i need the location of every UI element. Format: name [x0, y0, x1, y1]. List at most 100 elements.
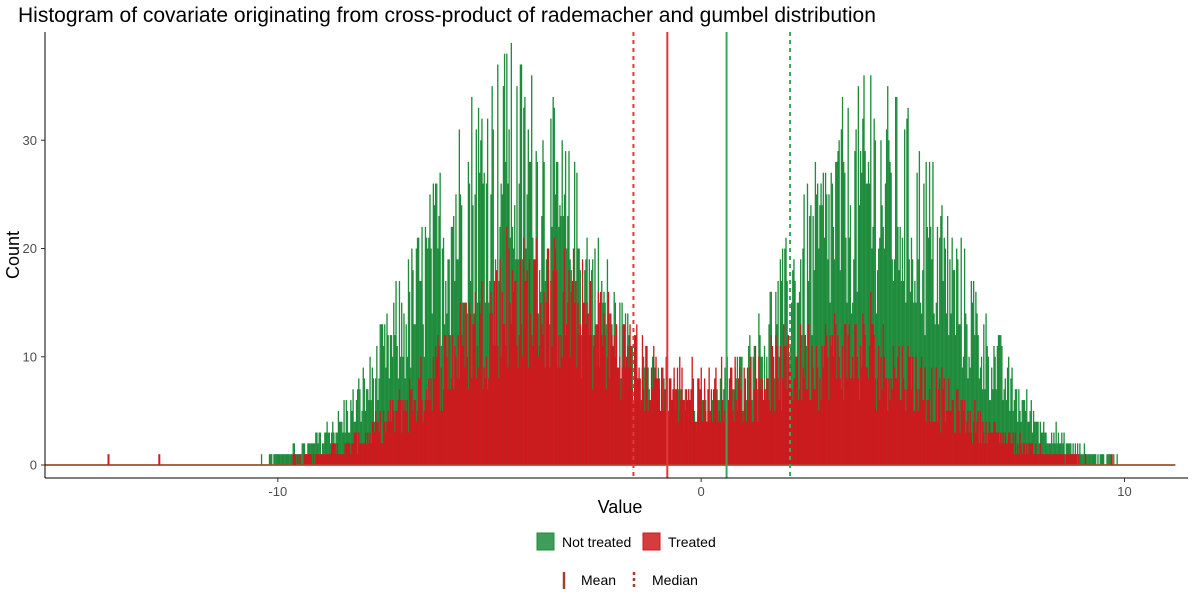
histogram-bar-not-treated: [1053, 432, 1055, 466]
histogram-bar-not-treated: [428, 237, 430, 466]
histogram-bar-treated: [328, 454, 331, 466]
histogram-bar-treated: [509, 302, 511, 466]
histogram-bar-treated: [942, 389, 944, 466]
histogram-bar-treated: [728, 378, 731, 466]
histogram-bar-not-treated: [485, 183, 488, 466]
histogram-bar-not-treated: [854, 151, 856, 466]
histogram-bar-treated: [356, 454, 359, 466]
histogram-bar-not-treated: [803, 194, 805, 466]
histogram-bar-treated: [907, 345, 909, 466]
histogram-bar-not-treated: [840, 129, 843, 466]
histogram-bar-not-treated: [361, 410, 363, 466]
histogram-bar-not-treated: [868, 183, 871, 466]
histogram-bar-not-treated: [1021, 400, 1023, 466]
histogram-bar-treated: [884, 378, 887, 466]
histogram-bar-treated: [801, 400, 803, 466]
histogram-bar-treated: [1031, 443, 1034, 466]
histogram-bar-treated: [398, 389, 401, 466]
histogram-bar-not-treated: [341, 421, 343, 466]
histogram-bar-not-treated: [278, 454, 281, 466]
histogram-bar-treated: [456, 378, 458, 466]
histogram-bar-treated: [656, 378, 658, 466]
histogram-bar-treated: [1013, 454, 1015, 466]
histogram-bar-not-treated: [883, 248, 886, 466]
histogram-bar-treated: [326, 454, 328, 466]
histogram-bar-not-treated: [576, 172, 578, 466]
histogram-bar-treated: [1084, 454, 1087, 466]
histogram-bar-treated: [918, 389, 921, 466]
histogram-bar-treated: [683, 400, 685, 466]
histogram-bar-not-treated: [491, 86, 493, 466]
histogram-bar-treated: [645, 345, 647, 466]
histogram-bar-treated: [482, 389, 484, 466]
histogram-bar-not-treated: [885, 129, 888, 466]
histogram-bar-treated: [933, 421, 935, 466]
histogram-bar-treated: [635, 335, 637, 466]
histogram-bar-treated: [451, 335, 454, 466]
histogram-bar-treated: [569, 356, 571, 466]
histogram-bar-not-treated: [301, 443, 303, 466]
histogram-bar-treated: [586, 302, 588, 466]
histogram-bar-treated: [351, 443, 353, 466]
histogram-bar-not-treated: [329, 443, 332, 466]
histogram-bar-treated: [646, 345, 648, 466]
histogram-bar-treated: [859, 345, 862, 466]
histogram-bar-treated: [885, 378, 888, 466]
outlier-bar-treated: [107, 454, 110, 466]
histogram-bar-not-treated: [324, 432, 326, 466]
histogram-bar-not-treated: [769, 291, 771, 466]
histogram-bar-treated: [562, 291, 565, 466]
histogram-bar-not-treated: [436, 183, 438, 466]
histogram-bar-treated: [518, 335, 520, 466]
histogram-bar-not-treated: [849, 205, 852, 466]
histogram-bar-treated: [1000, 432, 1002, 466]
histogram-bar-treated: [1011, 443, 1013, 466]
histogram-bar-not-treated: [861, 172, 863, 466]
histogram-bar-treated: [681, 367, 683, 466]
histogram-bar-not-treated: [1102, 454, 1105, 466]
histogram-bar-not-treated: [497, 64, 499, 466]
histogram-bar-treated: [507, 367, 509, 466]
histogram-bar-treated: [698, 378, 700, 466]
histogram-bar-treated: [812, 367, 814, 466]
histogram-bar-treated: [901, 345, 904, 466]
histogram-bar-treated: [631, 389, 633, 466]
histogram-bar-not-treated: [1030, 400, 1032, 466]
histogram-bar-treated: [840, 389, 843, 466]
histogram-bar-treated: [381, 443, 384, 466]
histogram-bar-treated: [872, 324, 874, 466]
histogram-bar-treated: [977, 410, 979, 466]
histogram-bar-not-treated: [806, 183, 809, 466]
histogram-bar-not-treated: [300, 454, 302, 466]
histogram-bar-not-treated: [824, 172, 827, 466]
histogram-bar-treated: [1058, 454, 1061, 466]
histogram-bar-treated: [665, 356, 667, 466]
histogram-bar-not-treated: [1106, 454, 1108, 466]
histogram-bar-treated: [911, 356, 914, 466]
legend-label-median: Median: [652, 572, 698, 588]
histogram-bar-treated: [533, 259, 535, 466]
histogram-bar-treated: [685, 389, 688, 466]
histogram-bar-not-treated: [841, 96, 844, 466]
histogram-bar-treated: [506, 226, 508, 466]
histogram-bar-not-treated: [1116, 454, 1118, 466]
histogram-bar-treated: [932, 421, 934, 466]
histogram-bar-treated: [376, 421, 378, 466]
histogram-bar-not-treated: [381, 324, 384, 466]
histogram-bar-treated: [550, 280, 552, 466]
histogram-bar-treated: [395, 410, 397, 466]
histogram-bar-treated: [1043, 454, 1045, 466]
histogram-bar-not-treated: [1108, 454, 1110, 466]
histogram-bar-not-treated: [277, 454, 280, 466]
histogram-bar-treated: [722, 400, 724, 466]
histogram-bar-treated: [862, 313, 864, 466]
histogram-bar-treated: [578, 335, 580, 466]
histogram-bar-treated: [659, 410, 662, 466]
histogram-bar-not-treated: [880, 140, 882, 466]
histogram-bar-treated: [889, 400, 891, 466]
histogram-bar-not-treated: [475, 129, 477, 466]
histogram-bar-treated: [538, 345, 541, 466]
histogram-bar-not-treated: [1037, 421, 1039, 466]
histogram-bar-treated: [419, 378, 421, 466]
histogram-bar-treated: [1039, 443, 1041, 466]
